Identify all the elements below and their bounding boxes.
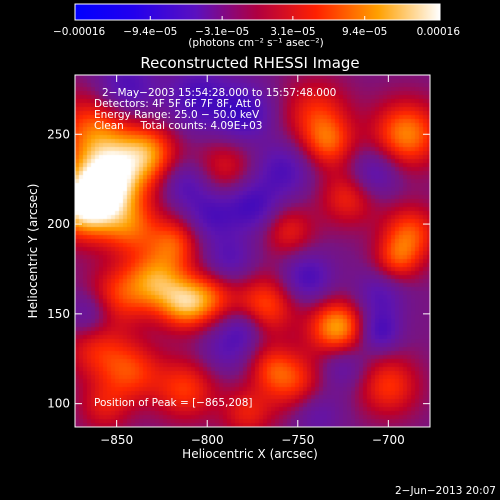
y-tick-label: 150 [47,307,70,321]
y-tick-label: 250 [47,127,70,141]
x-axis-label: Heliocentric X (arcsec) [182,447,318,461]
colorbar-unit-label: (photons cm⁻² s⁻¹ asec⁻²) [188,37,323,49]
x-tick-label: −750 [281,433,314,447]
x-tick-label: −850 [100,433,133,447]
x-axis-ticks: −850 −800 −750 −700 [100,75,405,447]
plot-frame [74,74,431,428]
annotation-block: 2−May−2003 15:54:28.000 to 15:57:48.000 … [94,87,336,409]
colorbar-tick-label: −9.4e−05 [123,26,177,38]
chart-title: Reconstructed RHESSI Image [140,54,359,72]
colorbar-gradient [74,3,441,21]
colorbar-tick-label: 3.1e−05 [270,26,315,38]
annotation-total-counts: Clean Total counts: 4.09E+03 [94,120,263,132]
x-tick-label: −800 [191,433,224,447]
colorbar-tick-label: −0.00016 [53,26,106,38]
annotation-detectors: Detectors: 4F 5F 6F 7F 8F, Att 0 [94,98,261,110]
colorbar-tick-label: 9.4e−05 [342,26,387,38]
plot-area: −850 −800 −750 −700 100 150 200 250 [47,74,431,447]
heatmap-image [75,75,430,427]
peak-position-label: Position of Peak = [−865,208] [94,397,253,409]
colorbar-tick-label: −3.1e−05 [195,26,249,38]
y-tick-label: 100 [47,397,70,411]
y-tick-label: 200 [47,217,70,231]
annotation-time-range: 2−May−2003 15:54:28.000 to 15:57:48.000 [102,87,336,99]
colorbar-ticks: −0.00016 −9.4e−05 −3.1e−05 3.1e−05 9.4e−05 0.… [53,16,460,38]
y-axis-label: Heliocentric Y (arcsec) [26,184,40,319]
colorbar: −0.00016 −9.4e−05 −3.1e−05 3.1e−05 9.4e−05 0.… [53,3,460,49]
colorbar-tick-label: 0.00016 [417,26,461,38]
annotation-energy-range: Energy Range: 25.0 − 50.0 keV [94,109,260,121]
footer-date: 2−Jun−2013 20:07 [395,485,496,497]
x-tick-label: −700 [372,433,405,447]
y-axis-ticks: 100 150 200 250 [47,127,430,411]
